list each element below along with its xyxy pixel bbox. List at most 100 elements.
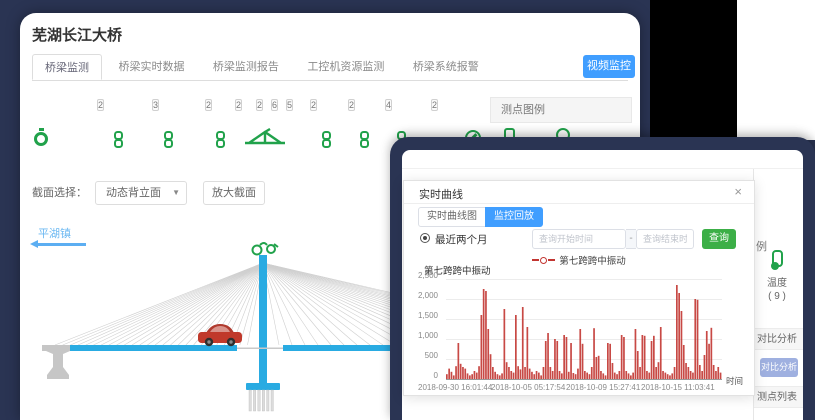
last-two-months-radio[interactable]	[420, 233, 430, 243]
vibration-chart-plot[interactable]	[446, 279, 722, 380]
sensor-marker: 2	[256, 95, 271, 113]
temperature-label: 温度	[767, 278, 787, 289]
y-tick: 0	[433, 371, 438, 380]
speed-sensor-icon[interactable]	[33, 128, 50, 146]
y-tick: 1,500	[417, 311, 438, 320]
x-tick: 2018-10-09 15:27:41	[566, 383, 641, 392]
x-tick: 2018-10-15 11:03:41	[641, 383, 715, 392]
sensor-marker: 2	[235, 95, 250, 113]
section-select-label: 截面选择：	[32, 187, 87, 199]
legend-marker-circle	[540, 256, 548, 264]
curve-window-page: 例 温度 ( 9 ) 对比分析 对比分析 测点列表 实时曲线 × 实时曲线图 监…	[402, 150, 803, 420]
thermometer-icon	[771, 250, 783, 270]
sensor-marker: 6	[271, 95, 286, 113]
background-black-patch	[650, 0, 737, 137]
sensor-count-badge: 2	[310, 99, 318, 111]
sensor-count-badge: 6	[271, 99, 279, 111]
temperature-count: ( 9 )	[768, 291, 786, 302]
realtime-curve-modal: 实时曲线 × 实时曲线图 监控回放 最近两个月 - 查询 第七跨跨中振动	[403, 180, 755, 396]
sensor-marker: 5	[286, 95, 301, 113]
x-tick: 2018-10-05 05:17:54	[491, 383, 566, 392]
tab-realtime-data[interactable]: 桥梁实时数据	[118, 61, 185, 73]
tower-pier-cap	[246, 383, 280, 390]
modal-title: 实时曲线	[419, 189, 463, 201]
accelerometer-icon[interactable]	[322, 131, 333, 148]
sensor-count-badge: 2	[205, 99, 213, 111]
point-list-header: 测点列表	[754, 386, 803, 408]
x-tick: 2018-09-30 16:01:44	[418, 383, 493, 392]
tower-piles	[248, 389, 274, 412]
tower-sensor-icon[interactable]	[243, 128, 287, 146]
tab-ipc-resource[interactable]: 工控机资源监测	[307, 61, 385, 73]
sensor-marker: 2	[348, 95, 363, 113]
y-tick: 2,500	[417, 271, 438, 280]
sensor-marker: 3	[152, 95, 167, 113]
sensor-marker: 2	[205, 95, 220, 113]
query-button[interactable]: 查询	[702, 229, 736, 249]
sidebar-legend-tail: 例	[756, 241, 767, 253]
query-start-time-input[interactable]	[532, 229, 626, 249]
sensor-marker: 2	[97, 95, 112, 113]
sensor-count-badge: 2	[348, 99, 356, 111]
tab-realtime-curve[interactable]: 实时曲线图	[418, 207, 486, 227]
sensor-count-badge: 2	[235, 99, 243, 111]
chart-legend[interactable]: 第七跨跨中振动	[404, 253, 754, 267]
page-divider	[402, 168, 803, 169]
section-dropdown[interactable]: 动态背立面 ▼	[95, 181, 187, 205]
y-tick: 500	[424, 351, 438, 360]
sensor-marker: 2	[431, 95, 446, 113]
sensor-count-badge: 5	[286, 99, 294, 111]
accelerometer-icon[interactable]	[164, 131, 175, 148]
compare-analysis-header: 对比分析	[754, 328, 803, 350]
accelerometer-icon[interactable]	[216, 131, 227, 148]
modal-tabs: 实时曲线图 监控回放	[418, 207, 543, 227]
last-two-months-label: 最近两个月	[435, 234, 488, 246]
enlarge-section-button[interactable]: 放大截面	[203, 181, 265, 205]
tab-monitor-report[interactable]: 桥梁监测报告	[212, 61, 279, 73]
accelerometer-icon[interactable]	[360, 131, 371, 148]
x-axis-name: 时间	[726, 376, 744, 386]
query-end-time-input[interactable]	[636, 229, 694, 249]
y-tick: 2,000	[417, 291, 438, 300]
chart-title: 第七跨跨中振动	[424, 266, 491, 277]
range-separator: -	[626, 229, 636, 249]
tab-system-alarm[interactable]: 桥梁系统报警	[412, 61, 479, 73]
curve-window-frame: 例 温度 ( 9 ) 对比分析 对比分析 测点列表 实时曲线 × 实时曲线图 监…	[390, 137, 815, 420]
deck-joint	[237, 347, 283, 349]
nav-tabbar: 桥梁监测 桥梁实时数据 桥梁监测报告 工控机资源监测 桥梁系统报警	[32, 53, 628, 81]
tab-monitor-playback[interactable]: 监控回放	[485, 207, 543, 227]
section-dropdown-value: 动态背立面	[106, 187, 161, 199]
compare-analysis-button[interactable]: 对比分析	[760, 358, 798, 377]
left-pier	[42, 345, 70, 379]
y-tick: 1,000	[417, 331, 438, 340]
bridge-side-label: 平湖镇	[38, 228, 71, 240]
y-axis-labels: 2,500 2,000 1,500 1,000 500 0	[408, 271, 442, 383]
legend-label: 第七跨跨中振动	[559, 256, 626, 267]
sensor-marker: 2	[310, 95, 325, 113]
legend-marker	[532, 259, 540, 261]
accelerometer-icon[interactable]	[114, 131, 125, 148]
page-title: 芜湖长江大桥	[32, 27, 123, 44]
sensor-count-badge: 3	[152, 99, 160, 111]
sensor-count-badge: 2	[97, 99, 105, 111]
close-icon[interactable]: ×	[734, 184, 742, 199]
bridge-tower	[259, 255, 267, 351]
chart-bars	[446, 285, 722, 379]
sensor-marker: 4	[385, 95, 400, 113]
sensor-count-badge: 2	[431, 99, 439, 111]
left-arrow-icon	[30, 240, 86, 247]
video-monitor-button[interactable]: 视频监控	[583, 55, 635, 78]
tower-top-sensor-icons	[251, 242, 279, 256]
sensor-count-badge: 2	[256, 99, 264, 111]
car	[198, 324, 242, 347]
tab-bridge-monitor[interactable]: 桥梁监测	[32, 54, 102, 80]
legend-panel-title: 测点图例	[490, 97, 632, 123]
measure-point-legend-panel: 测点图例	[490, 97, 632, 173]
background-white-patch	[737, 0, 815, 140]
section-select-row: 截面选择： 动态背立面 ▼ 放大截面	[20, 181, 640, 205]
modal-header: 实时曲线 ×	[404, 181, 754, 204]
chevron-down-icon: ▼	[172, 188, 180, 197]
legend-marker	[548, 259, 556, 261]
sensor-count-badge: 4	[385, 99, 393, 111]
